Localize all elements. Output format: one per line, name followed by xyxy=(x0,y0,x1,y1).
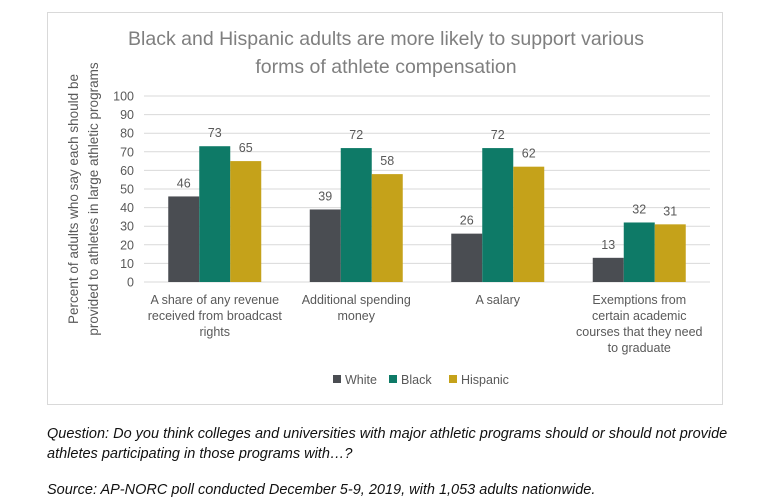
y-tick-label: 30 xyxy=(120,220,134,234)
bar-white xyxy=(168,196,200,282)
y-tick-label: 10 xyxy=(120,257,134,271)
bar-hispanic xyxy=(230,161,262,282)
x-tick-label: courses that they need xyxy=(576,325,703,339)
y-axis-label: Percent of adults who say each should be xyxy=(66,74,81,324)
data-label: 65 xyxy=(239,141,253,155)
bar-white xyxy=(592,257,624,282)
data-label: 62 xyxy=(522,147,536,161)
bar-black xyxy=(482,148,514,282)
x-tick-label: rights xyxy=(199,325,230,339)
legend-swatch xyxy=(333,375,341,383)
data-label: 13 xyxy=(601,238,615,252)
data-label: 58 xyxy=(380,154,394,168)
source-note: Source: AP-NORC poll conducted December … xyxy=(47,482,596,498)
y-tick-label: 20 xyxy=(120,238,134,252)
data-label: 32 xyxy=(632,202,646,216)
bar-hispanic xyxy=(371,174,403,282)
data-label: 72 xyxy=(349,128,363,142)
y-tick-label: 40 xyxy=(120,201,134,215)
chart-title: forms of athlete compensation xyxy=(255,56,516,78)
legend-swatch xyxy=(389,375,397,383)
data-label: 31 xyxy=(663,204,677,218)
data-label: 39 xyxy=(318,189,332,203)
x-tick-label: A share of any revenue xyxy=(150,293,279,307)
legend-label: Hispanic xyxy=(461,373,509,387)
bar-black xyxy=(623,222,655,282)
chart-title: Black and Hispanic adults are more likel… xyxy=(128,28,644,50)
bar-white xyxy=(309,209,341,282)
x-tick-label: to graduate xyxy=(608,341,671,355)
y-tick-label: 100 xyxy=(113,90,134,104)
x-tick-label: A salary xyxy=(476,293,521,307)
data-label: 46 xyxy=(177,176,191,190)
data-label: 73 xyxy=(208,126,222,140)
y-tick-label: 80 xyxy=(120,127,134,141)
y-tick-label: 60 xyxy=(120,164,134,178)
x-tick-label: Additional spending xyxy=(302,293,411,307)
chart-frame: Black and Hispanic adults are more likel… xyxy=(47,12,723,405)
legend-swatch xyxy=(449,375,457,383)
legend-label: Black xyxy=(401,373,432,387)
y-tick-label: 90 xyxy=(120,108,134,122)
x-tick-label: Exemptions from xyxy=(592,293,686,307)
legend-label: White xyxy=(345,373,377,387)
question-note: Question: Do you think colleges and univ… xyxy=(47,426,728,462)
y-tick-label: 70 xyxy=(120,145,134,159)
x-tick-label: certain academic xyxy=(592,309,687,323)
bar-hispanic xyxy=(513,166,545,282)
data-label: 72 xyxy=(491,128,505,142)
y-axis-label: provided to athletes in large athletic p… xyxy=(86,62,101,335)
y-tick-label: 50 xyxy=(120,183,134,197)
y-tick-label: 0 xyxy=(127,276,134,290)
chart: Black and Hispanic adults are more likel… xyxy=(66,28,710,387)
x-tick-label: received from broadcast xyxy=(148,309,283,323)
bar-white xyxy=(451,233,483,282)
data-label: 26 xyxy=(460,214,474,228)
bar-black xyxy=(199,146,231,282)
bar-hispanic xyxy=(654,224,686,282)
bar-black xyxy=(340,148,372,282)
x-tick-label: money xyxy=(337,309,375,323)
